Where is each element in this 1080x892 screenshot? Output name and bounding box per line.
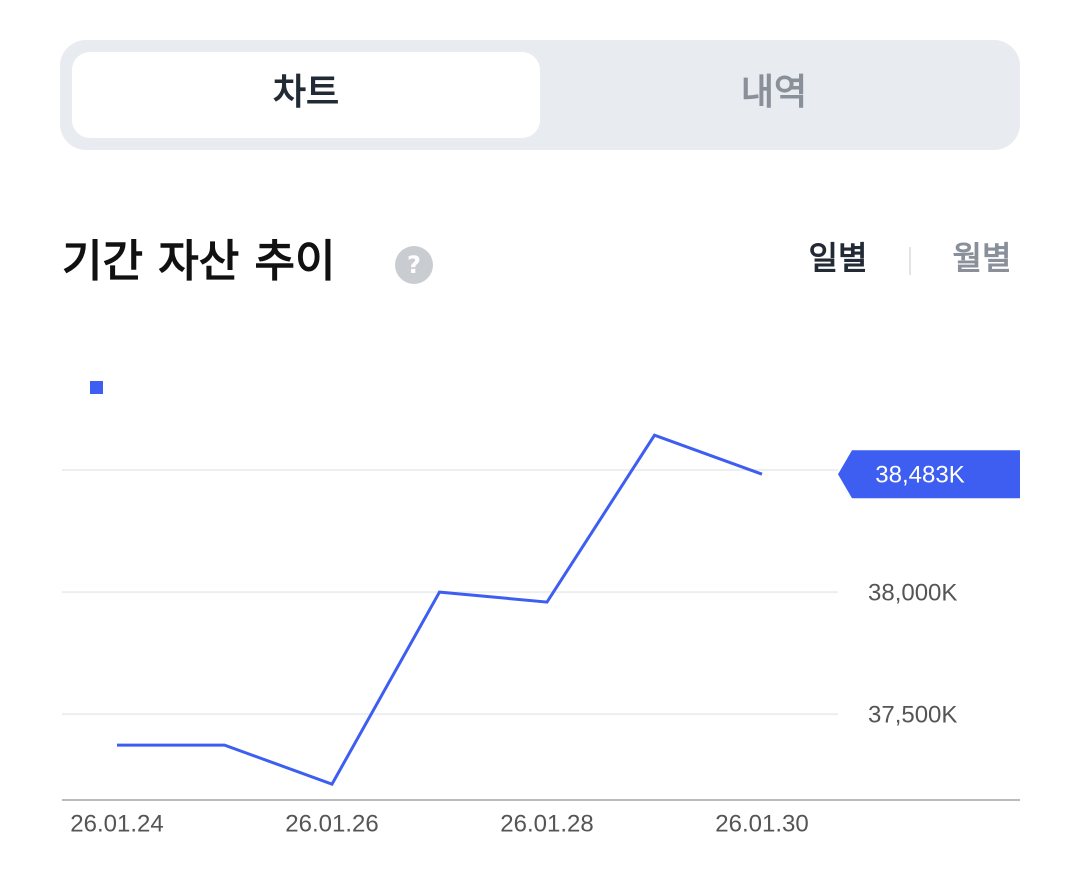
period-toggle[interactable]: 일별: [809, 239, 868, 277]
section-title: 기간 자산 추이: [62, 236, 336, 287]
value-label: 38,483K: [875, 462, 964, 489]
x-tick-label: 26.01.28: [500, 810, 593, 837]
tab[interactable]: 내역: [741, 72, 807, 113]
legend-swatch: [90, 381, 103, 394]
x-tick-label: 26.01.24: [70, 810, 163, 837]
help-text: ?: [407, 251, 421, 279]
period-toggle[interactable]: 월별: [953, 239, 1012, 277]
tab-active-bg[interactable]: [72, 52, 540, 138]
x-tick-label: 26.01.26: [285, 810, 378, 837]
help-icon[interactable]: [395, 246, 433, 284]
x-tick-label: 26.01.30: [715, 810, 808, 837]
tab[interactable]: 차트: [273, 72, 339, 113]
line-series: [117, 433, 763, 786]
y-tick-label: 37,500K: [868, 701, 957, 728]
y-tick-label: 38,000K: [868, 579, 957, 606]
value-tag: [838, 450, 1020, 499]
